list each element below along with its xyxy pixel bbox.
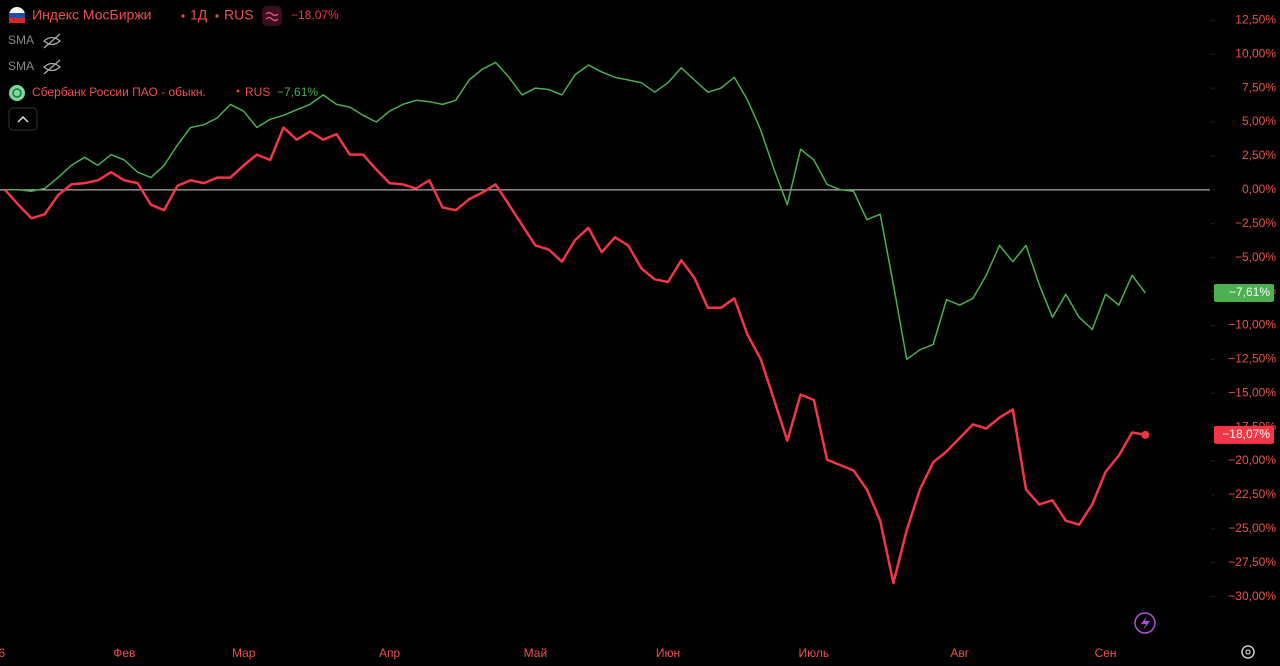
series-line [5,61,1146,361]
legend-change: −18,07% [291,8,339,22]
lightning-button[interactable] [1134,612,1156,634]
separator [181,14,185,18]
separator [215,14,219,18]
legend-exchange: RUS [245,85,270,99]
y-tick-label: 2,50% [1242,148,1276,162]
gear-hub [1245,649,1251,655]
hidden-icon [43,33,61,49]
y-tick-label: 5,00% [1242,114,1276,128]
compare-icon [265,11,279,22]
y-tick-label: −10,00% [1228,318,1276,332]
y-tick-label: 7,50% [1242,80,1276,94]
x-tick-label: Июн [656,646,680,660]
legend-interval: 1Д [190,7,208,23]
y-tick-label: 10,00% [1235,46,1276,60]
last-point [1141,430,1150,439]
x-tick-label: Сен [1095,646,1117,660]
symbol-icon-inner [12,88,22,98]
x-tick-label: 26 [0,646,5,660]
price-tag [1214,284,1274,303]
indicator[interactable]: SMA [8,33,61,49]
y-tick-label: −5,00% [1235,250,1276,264]
legend-symbol: Индекс МосБиржи [32,7,152,23]
compare-badge [262,6,282,26]
button-frame [8,107,38,131]
y-tick-label: −15,00% [1228,385,1276,399]
separator [236,89,240,93]
lightning-icon [1141,616,1150,630]
legend-symbol: Сбербанк России ПАО - обыкн. [32,85,206,99]
legend-compare[interactable]: Сбербанк России ПАО - обыкн. RUS −7,61% [9,85,318,101]
y-tick-label: 12,50% [1235,13,1276,27]
flag-stripe [9,13,25,18]
hidden-icon [43,59,61,75]
price-tag-label: −18,07% [1222,427,1270,441]
x-tick-label: Фев [113,646,135,660]
indicator-name: SMA [8,59,34,73]
y-tick-label: −22,50% [1228,487,1276,501]
symbol-icon [9,85,25,101]
x-tick-label: Май [524,646,548,660]
price-tag-label: −7,61% [1229,285,1270,299]
chevron [17,115,29,123]
y-tick-label: −25,00% [1228,521,1276,535]
settings-button[interactable] [1241,645,1255,659]
indicator-name: SMA [8,33,34,47]
legend-change: −7,61% [277,85,318,99]
y-tick-label: −27,50% [1228,555,1276,569]
x-tick-label: Апр [379,646,401,660]
x-tick-label: Мар [232,646,256,660]
price-tag [1214,425,1274,444]
y-tick-label: −2,50% [1235,216,1276,230]
button-ring [1134,612,1156,634]
y-tick-label: 0,00% [1242,182,1276,196]
y-tick-label: −12,50% [1228,351,1276,365]
indicator[interactable]: SMA [8,59,61,75]
y-tick-label: −20,00% [1228,453,1276,467]
x-tick-label: Июль [799,646,830,660]
y-tick-label: −30,00% [1228,589,1276,603]
collapse-button[interactable] [8,107,38,131]
gear-icon [1241,645,1255,659]
x-tick-label: Авг [950,646,969,660]
legend-exchange: RUS [224,7,254,23]
legend-main[interactable]: Индекс МосБиржи 1Д RUS −18,07% [9,6,339,26]
flag-stripe [9,18,25,23]
series-line [4,126,1146,585]
